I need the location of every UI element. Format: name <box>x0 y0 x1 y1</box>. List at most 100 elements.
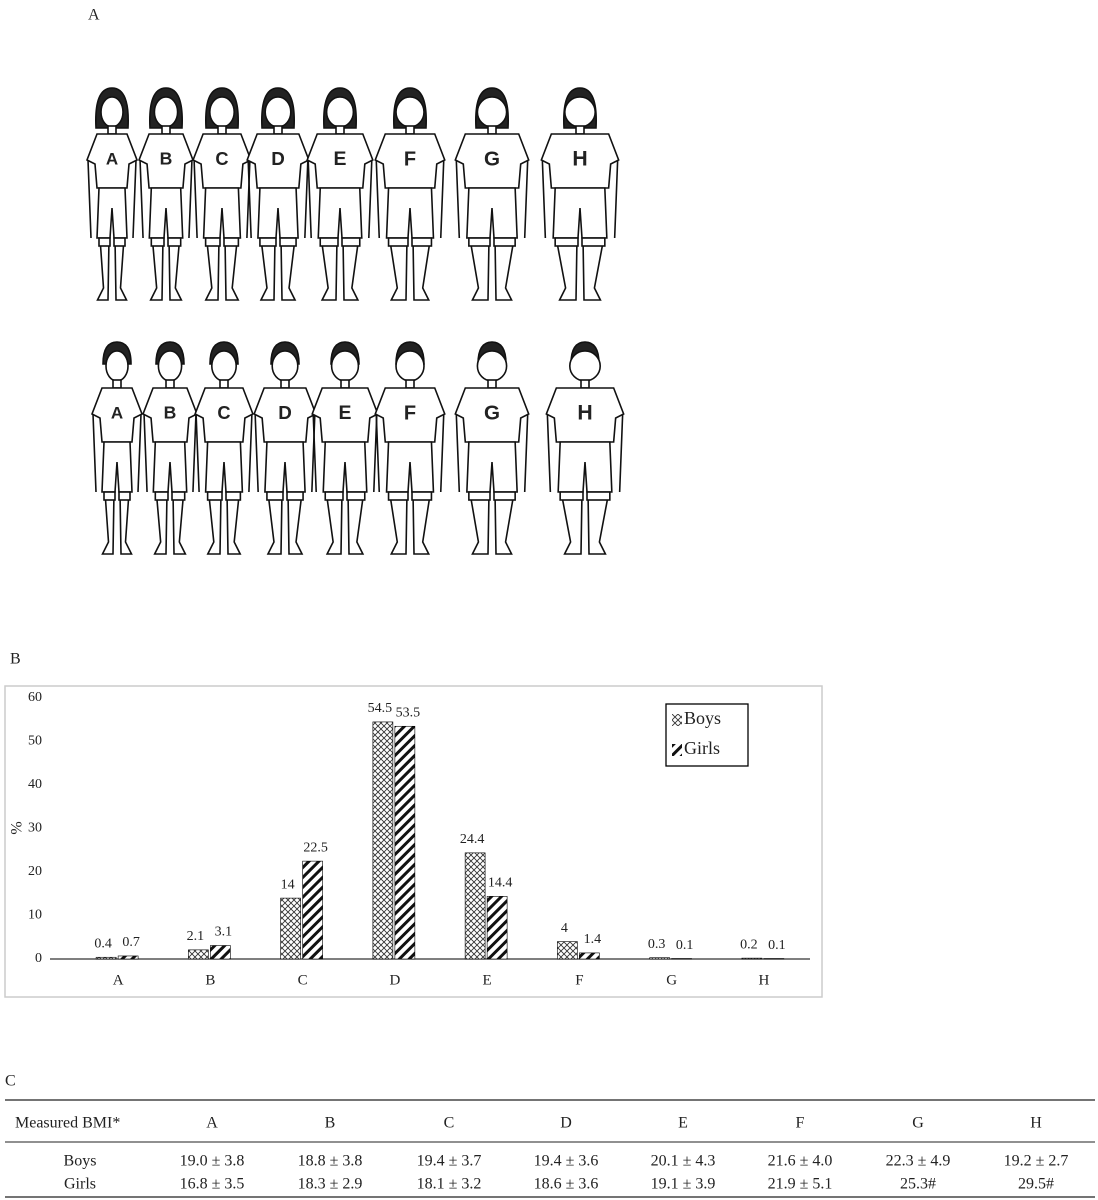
shirt <box>142 387 198 443</box>
shirt <box>253 387 317 443</box>
bar <box>280 897 301 960</box>
sock <box>387 491 409 501</box>
sock <box>103 491 116 501</box>
y-tick-label: 20 <box>28 864 42 879</box>
x-tick-label: G <box>666 972 677 988</box>
sock <box>223 237 240 247</box>
table: Measured BMI* A B C D E F G H Boys 19.0 ± 3.8 18.8 … <box>5 1099 1095 1198</box>
figure <box>192 87 252 301</box>
head <box>264 96 292 128</box>
table-cell: 19.2 ± 2.7 <box>1004 1153 1069 1170</box>
shorts <box>466 187 518 239</box>
figure <box>454 87 530 301</box>
header-cell: D <box>560 1115 572 1132</box>
head <box>563 96 596 128</box>
sock <box>118 491 131 501</box>
bar <box>557 941 578 960</box>
neck <box>487 125 497 135</box>
header-cell: E <box>678 1115 688 1132</box>
y-tick-label: 40 <box>28 777 42 792</box>
neck <box>487 379 497 389</box>
value-label: 4 <box>561 921 568 936</box>
shirt <box>85 133 139 189</box>
shirt-letter: H <box>577 402 592 425</box>
shorts <box>317 187 363 239</box>
sock <box>411 237 433 247</box>
head <box>100 96 124 128</box>
legs <box>153 491 187 555</box>
sock <box>167 237 182 247</box>
bar <box>741 957 763 960</box>
head <box>211 350 238 382</box>
sock <box>225 491 242 501</box>
shirt <box>246 133 310 189</box>
shirt-letter: F <box>404 148 416 170</box>
shorts <box>466 441 518 493</box>
sock <box>204 237 221 247</box>
neck <box>161 125 171 135</box>
legs <box>555 237 605 301</box>
figure <box>454 341 530 555</box>
y-tick-label: 50 <box>28 734 42 749</box>
legs <box>320 237 360 301</box>
head <box>325 96 355 128</box>
value-label: 0.4 <box>94 936 112 951</box>
sock <box>150 237 165 247</box>
y-tick-label: 30 <box>28 821 42 836</box>
shirt <box>90 387 144 443</box>
figure <box>246 87 310 301</box>
header-cell: C <box>444 1115 455 1132</box>
bar <box>372 721 394 960</box>
bar <box>302 860 323 960</box>
legs <box>259 237 297 301</box>
shorts <box>101 441 133 493</box>
panel-label: A <box>88 7 100 24</box>
neck <box>219 379 229 389</box>
neck <box>405 379 415 389</box>
figure <box>142 341 198 555</box>
shorts <box>264 441 306 493</box>
shirt-letter: D <box>271 148 285 169</box>
neck <box>575 125 585 135</box>
neck <box>165 379 175 389</box>
value-label: 22.5 <box>303 840 328 855</box>
value-label: 24.4 <box>460 832 485 847</box>
shirt-letter: A <box>106 149 118 168</box>
figure <box>374 341 446 555</box>
sock <box>341 237 361 247</box>
head <box>157 350 183 382</box>
header-cell: G <box>912 1115 924 1132</box>
bar <box>210 945 231 960</box>
figure <box>306 87 374 301</box>
legs <box>560 491 610 555</box>
table-cell: 20.1 ± 4.3 <box>651 1153 716 1170</box>
shirt <box>454 133 530 189</box>
value-label: 53.5 <box>396 705 421 720</box>
neck <box>280 379 290 389</box>
sock <box>493 237 516 247</box>
legs <box>266 491 304 555</box>
shirt <box>374 133 446 189</box>
head <box>330 350 360 382</box>
table-cell: 21.9 ± 5.1 <box>768 1176 833 1193</box>
neck <box>107 125 117 135</box>
value-label: 54.5 <box>368 701 393 716</box>
figure <box>194 341 254 555</box>
x-tick-label: D <box>389 972 400 988</box>
legend-swatch <box>672 744 682 756</box>
table-cell: 16.8 ± 3.5 <box>180 1176 245 1193</box>
value-label: 0.1 <box>676 938 694 953</box>
x-tick-label: H <box>758 972 769 988</box>
shorts <box>552 187 608 239</box>
sock <box>493 491 516 501</box>
shorts <box>257 187 299 239</box>
shirt <box>138 133 194 189</box>
head <box>395 96 425 128</box>
sock <box>346 491 366 501</box>
legs <box>149 237 183 301</box>
figure <box>545 341 625 555</box>
shorts <box>96 187 128 239</box>
neck <box>340 379 350 389</box>
